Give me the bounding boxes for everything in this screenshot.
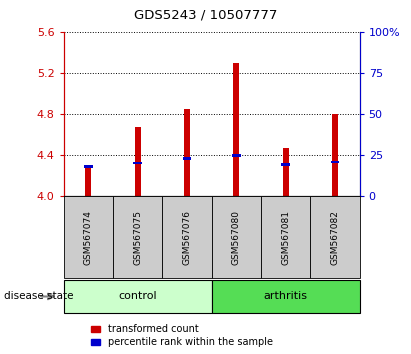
Bar (212, 196, 261, 278)
Bar (64, 280, 212, 313)
Text: arthritis: arthritis (263, 291, 308, 302)
Bar (84, 165, 93, 168)
Text: disease state: disease state (4, 291, 74, 302)
Bar (135, 127, 141, 196)
Bar (85, 165, 91, 196)
Bar (184, 109, 190, 196)
Text: GSM567076: GSM567076 (182, 210, 192, 265)
Bar (162, 196, 212, 278)
Text: control: control (118, 291, 157, 302)
Text: GSM567082: GSM567082 (330, 210, 339, 265)
Text: GSM567074: GSM567074 (84, 210, 93, 265)
Bar (310, 196, 360, 278)
Bar (233, 63, 239, 196)
Bar (133, 161, 142, 165)
Text: GDS5243 / 10507777: GDS5243 / 10507777 (134, 9, 277, 22)
Bar (232, 154, 241, 157)
Bar (330, 161, 339, 164)
Bar (212, 280, 360, 313)
Text: GSM567075: GSM567075 (133, 210, 142, 265)
Bar (64, 196, 113, 278)
Text: GSM567080: GSM567080 (232, 210, 241, 265)
Text: GSM567081: GSM567081 (281, 210, 290, 265)
Bar (113, 196, 162, 278)
Bar (283, 148, 289, 196)
Bar (182, 157, 192, 160)
Bar (332, 114, 338, 196)
Legend: transformed count, percentile rank within the sample: transformed count, percentile rank withi… (91, 325, 273, 347)
Bar (261, 196, 310, 278)
Bar (281, 163, 290, 166)
